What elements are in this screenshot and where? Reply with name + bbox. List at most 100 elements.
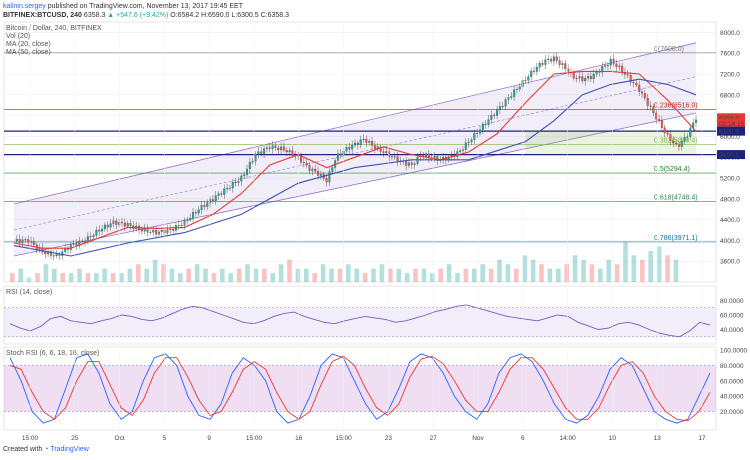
tradingview-logo[interactable]: ◔ TradingView [44, 446, 89, 453]
price-axis-tag-label: 6358.3 [719, 115, 739, 122]
candle-body [271, 145, 274, 149]
rsi-band [4, 307, 716, 337]
volume-bar [337, 268, 343, 282]
channel-lower-line [13, 112, 697, 257]
candle-body [694, 119, 697, 123]
candle-body [638, 84, 641, 92]
volume-bar [236, 268, 242, 282]
stoch-panel [3, 346, 717, 431]
candle-body [479, 129, 482, 134]
candle-body [658, 119, 661, 121]
indicator-legend: MA (50, close) [6, 49, 51, 56]
candle-body [95, 229, 98, 236]
candle-body [194, 212, 197, 214]
volume-bar [127, 268, 133, 282]
candle-body [629, 75, 632, 83]
candle-body [319, 174, 322, 176]
volume-bar [211, 273, 217, 282]
volume-bar [77, 268, 82, 282]
candle-body [493, 114, 496, 116]
symbol: BITFINEX:BTCUSD, 240 [3, 12, 82, 19]
candle-body [461, 149, 464, 151]
candle-body [407, 162, 410, 166]
volume-bar [320, 264, 326, 282]
candle-body [362, 138, 365, 140]
candle-body [288, 150, 291, 153]
time-tick-label: 14:00 [559, 435, 576, 442]
candle-body [217, 193, 220, 196]
candle-body [27, 239, 30, 243]
candle-body [206, 202, 209, 207]
ma20-line [13, 70, 697, 249]
volume-bar [656, 246, 662, 282]
volume-bar [312, 273, 318, 282]
volume-bar [598, 268, 603, 282]
candle-body [555, 56, 558, 61]
candle-body [677, 143, 680, 147]
stoch-d-line [9, 355, 711, 422]
candle-body [231, 182, 234, 189]
price-axis-tag [717, 113, 745, 123]
fib-level-label: 0.382(5840.4) [654, 138, 698, 145]
candle-body [396, 156, 399, 162]
candle-body [592, 73, 595, 80]
volume-bar [589, 264, 595, 282]
candle-body [226, 188, 229, 190]
published-line: published on TradingView.com, November 1… [47, 3, 243, 10]
candle-body [405, 161, 408, 166]
volume-bar [110, 273, 116, 282]
candle-body [285, 150, 288, 153]
candle-body [481, 123, 484, 130]
volume-bar [178, 273, 183, 282]
volume-bar [530, 259, 536, 282]
candle-body [459, 150, 462, 152]
candle-body [436, 156, 439, 161]
author-name[interactable]: kalinin.sergey [3, 3, 46, 10]
stoch-tick-label: 60.0000 [720, 378, 744, 385]
volume-bar [564, 264, 570, 282]
tradingview-brand[interactable]: TradingView [50, 446, 89, 453]
volume-bar [119, 273, 124, 282]
candle-body [143, 228, 146, 232]
candle-body [538, 63, 541, 68]
candle-body [123, 222, 126, 227]
time-tick-label: 15:00 [22, 435, 39, 442]
price-axis-tag-label: 02:14:15 [719, 121, 745, 128]
candle-body [302, 162, 305, 164]
volume-bar [665, 255, 670, 282]
time-tick-label: 27 [430, 435, 438, 442]
time-tick-label: Nov [472, 435, 484, 442]
candle-body [339, 153, 342, 155]
candle-body [348, 147, 351, 150]
candle-body [24, 239, 27, 241]
volume-bar [228, 273, 234, 282]
candle-body [92, 235, 95, 237]
candle-body [157, 231, 160, 235]
candle-body [197, 209, 200, 214]
footer: Created with ◔ TradingView [3, 446, 89, 453]
candle-body [328, 171, 331, 183]
candle-body [578, 76, 581, 79]
candle-body [666, 132, 669, 135]
rsi-tick-label: 60.0000 [720, 313, 744, 320]
candle-body [84, 241, 87, 243]
volume-bar [640, 259, 645, 282]
volume-bar [556, 268, 561, 282]
candle-body [544, 59, 547, 65]
candle-body [487, 119, 490, 125]
candle-body [368, 141, 371, 143]
candle-body [160, 229, 163, 232]
stoch-band [4, 365, 716, 412]
candle-body [646, 98, 649, 106]
candle-body [149, 231, 152, 233]
volume-bar [413, 268, 418, 282]
candle-body [234, 182, 237, 184]
volume-bar [522, 255, 528, 282]
price-tick-label: 5200.0 [720, 176, 740, 183]
candle-body [680, 141, 683, 147]
candle-body [365, 138, 368, 143]
candle-body [371, 141, 374, 146]
candle-body [410, 162, 413, 165]
rsi-tick-label: 80.0000 [720, 298, 744, 305]
